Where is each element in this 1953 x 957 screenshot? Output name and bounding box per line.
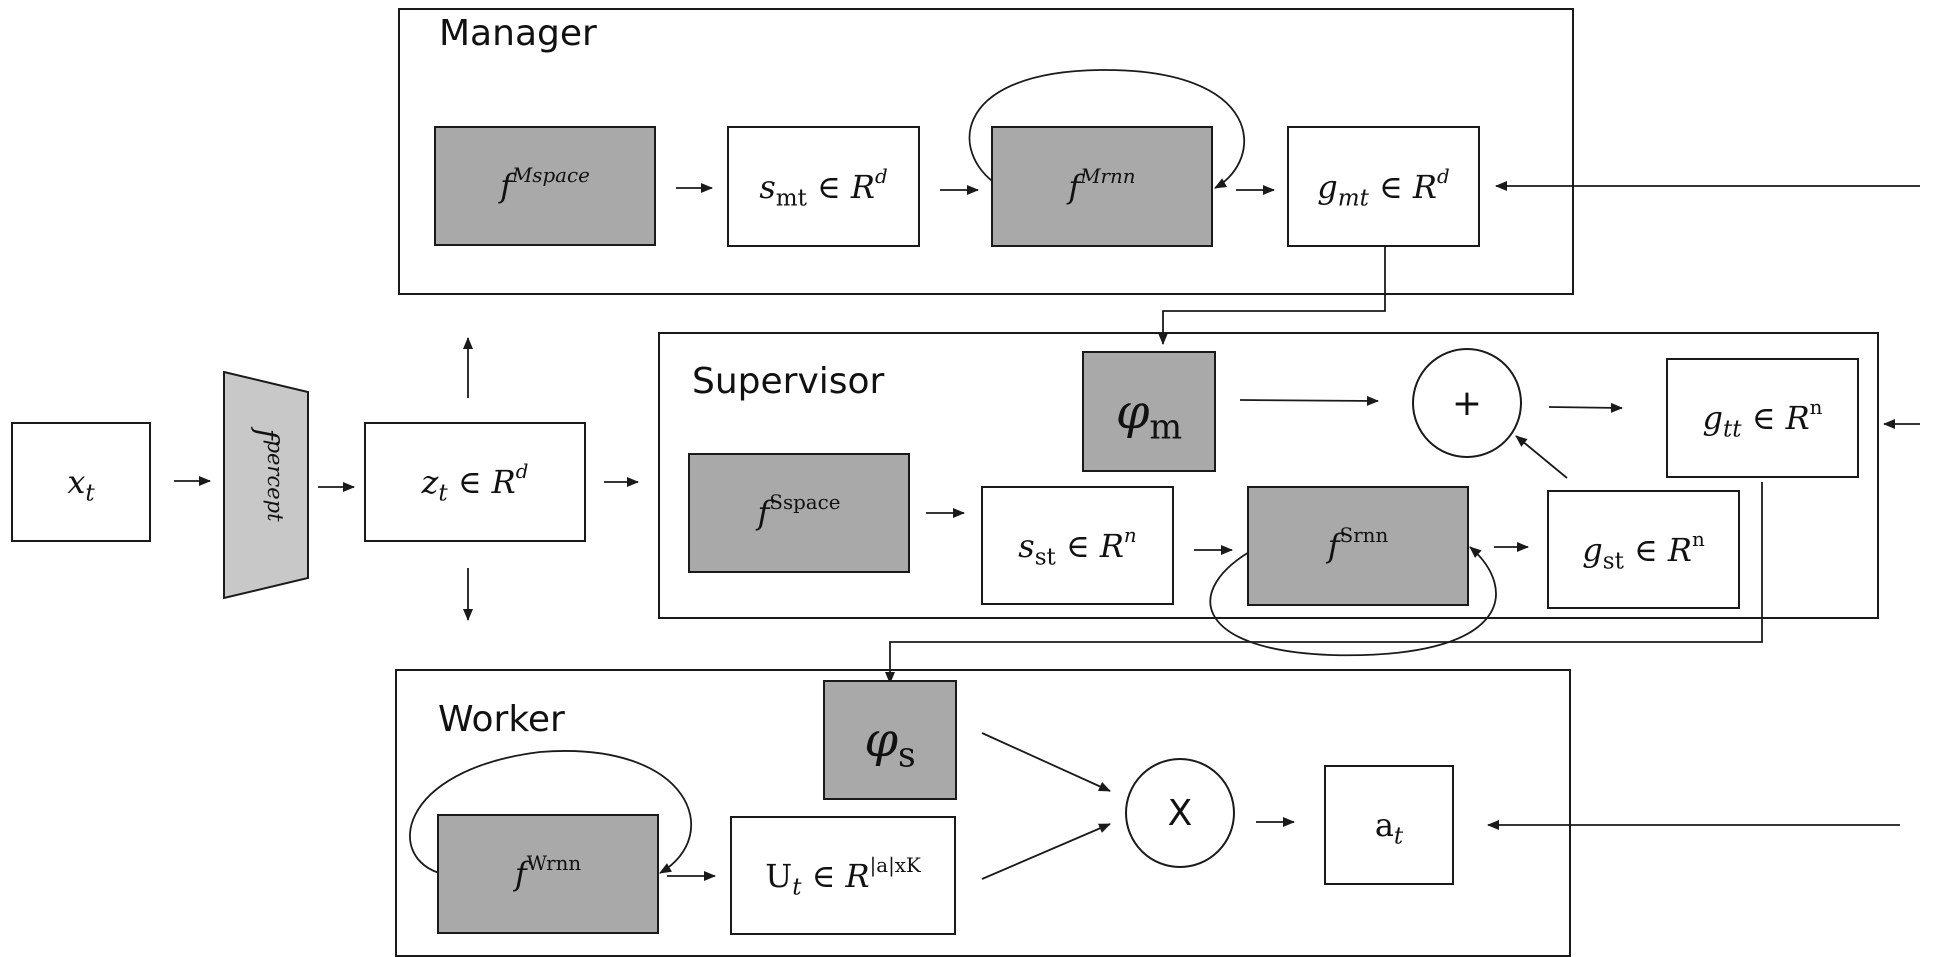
f-percept-block-shape: [223, 370, 309, 600]
node-g-mt: gmt ∈ Rd: [1287, 126, 1480, 247]
arrow-phim-to-plus: [1239, 395, 1379, 406]
node-g-tt: gtt ∈ Rn: [1666, 358, 1859, 478]
node-u-t: Ut ∈ R|a|xK: [730, 816, 956, 935]
node-s-st: sst ∈ Rn: [981, 486, 1174, 605]
node-f-wrnn: fWrnn: [437, 814, 659, 934]
worker-title: Worker: [438, 699, 565, 740]
arrow-plus-to-gtt: [1548, 402, 1623, 413]
arrow-worker-recurrent-loop: [409, 750, 693, 875]
node-z-t: zt ∈ Rd: [364, 422, 586, 542]
manager-frame: [398, 8, 1574, 295]
f-percept-label: fpercept: [249, 428, 287, 522]
node-a-t: at: [1324, 765, 1454, 885]
supervisor-frame: [658, 332, 1879, 619]
supervisor-title: Supervisor: [692, 361, 885, 402]
arrow-phis-to-times: [981, 732, 1111, 792]
node-f-mspace: fMspace: [434, 126, 656, 246]
node-phi-m: φm: [1082, 351, 1216, 472]
worker-frame: [395, 669, 1571, 957]
node-g-st: gst ∈ Rn: [1547, 490, 1740, 609]
arrow-supervisor-recurrent-loop: [1209, 546, 1497, 657]
node-phi-s: φs: [823, 680, 957, 800]
arrow-ut-to-times: [981, 823, 1111, 880]
arrow-gtt-to-phis: [885, 482, 1763, 684]
node-times-operator: X: [1125, 758, 1235, 868]
arrow-gst-to-plus: [1515, 435, 1568, 479]
node-s-mt: smt ∈ Rd: [727, 126, 920, 247]
arrow-gmt-to-phim: [1158, 246, 1386, 345]
node-plus-operator: +: [1412, 348, 1522, 458]
node-f-mrnn: fMrnn: [991, 126, 1213, 247]
manager-title: Manager: [439, 13, 597, 54]
node-f-sspace: fSspace: [688, 453, 910, 573]
node-x-t: xt: [11, 422, 151, 542]
node-f-srnn: fSrnn: [1247, 486, 1469, 606]
arrow-manager-recurrent-loop: [968, 69, 1245, 189]
